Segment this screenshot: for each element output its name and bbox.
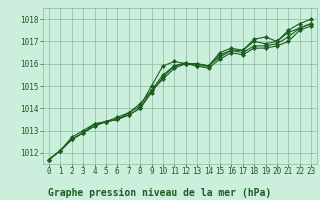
Text: Graphe pression niveau de la mer (hPa): Graphe pression niveau de la mer (hPa) <box>48 188 272 198</box>
